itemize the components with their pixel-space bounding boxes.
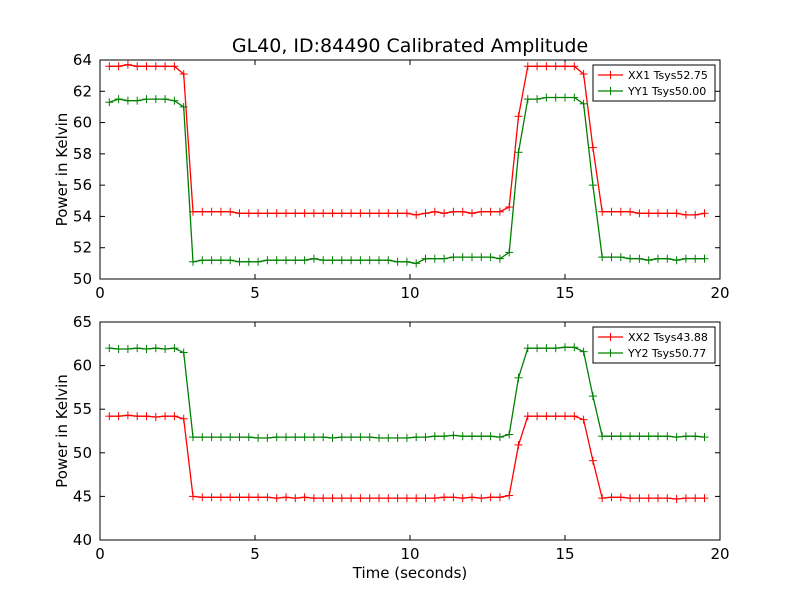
y-tick-label: 55 [73,400,92,418]
top-subplot: 0 5 10 15 20 50 52 54 56 58 60 62 64 Power in Kelvin X… [53,51,730,302]
legend-label: YY1 Tsys50.00 [627,85,706,98]
x-tick-label: 20 [710,545,729,563]
legend-label: XX2 Tsys43.88 [628,331,708,344]
y-tick-label: 45 [73,487,92,505]
series-1 [105,411,709,504]
y-tick-label: 58 [73,145,92,163]
y-tick-label: 60 [73,357,92,375]
legend-box [592,64,716,102]
legend-label: XX1 Tsys52.75 [628,69,708,82]
y-tick-label: 50 [73,270,92,288]
y-tick-label: 64 [73,51,92,69]
x-tick-label: 10 [400,545,419,563]
x-tick-label: 20 [710,284,729,302]
x-tick-label: 0 [95,284,105,302]
x-axis-label: Time (seconds) [352,564,468,582]
series-2 [105,343,709,442]
x-tick-label: 10 [400,284,419,302]
legend: XX1 Tsys52.75 YY1 Tsys50.00 [592,64,716,102]
series-2 [105,93,709,268]
y-tick-label: 60 [73,114,92,132]
y-tick-label: 40 [73,531,92,549]
legend: XX2 Tsys43.88 YY2 Tsys50.77 [592,326,716,364]
y-tick-label: 65 [73,313,92,331]
legend-box [592,326,716,364]
y-axis-label: Power in Kelvin [53,374,71,488]
y-tick-label: 56 [73,176,92,194]
y-tick-label: 52 [73,239,92,257]
x-tick-label: 15 [555,545,574,563]
x-tick-label: 5 [250,545,260,563]
x-tick-label: 0 [95,545,105,563]
y-tick-label: 50 [73,444,92,462]
x-tick-label: 15 [555,284,574,302]
chart-title: GL40, ID:84490 Calibrated Amplitude [232,35,588,57]
y-tick-label: 62 [73,82,92,100]
y-axis-label: Power in Kelvin [53,113,71,227]
bottom-subplot: 0 5 10 15 20 40 45 50 55 60 65 Power in Kelvin Time … [53,313,730,582]
x-tick-label: 5 [250,284,260,302]
y-tick-label: 54 [73,207,92,225]
legend-label: YY2 Tsys50.77 [627,347,706,360]
series-1 [105,60,709,219]
